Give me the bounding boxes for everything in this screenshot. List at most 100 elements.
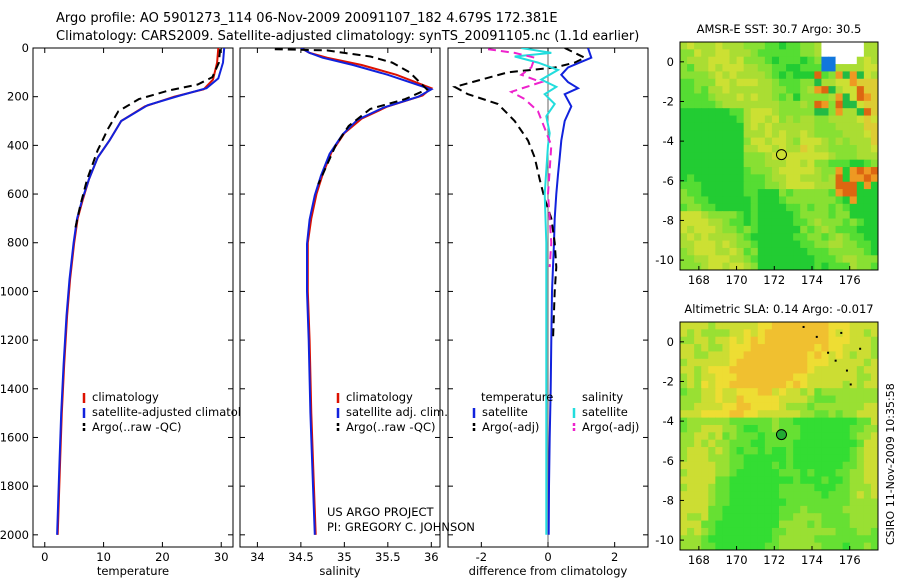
sst-map-cell (687, 167, 695, 175)
sla-map-cell (708, 527, 716, 536)
sla-map-cell (793, 513, 801, 522)
sst-map-cell (680, 78, 688, 87)
sst-map-cell (870, 211, 878, 220)
difference-xtick-label: 0 (544, 550, 551, 564)
sst-map-cell (680, 240, 688, 249)
sst-map-cell (807, 247, 815, 256)
sla-map-cell (786, 469, 794, 478)
sst-map-cell (835, 115, 844, 124)
sla-map-cell (715, 513, 724, 522)
sst-map-cell (722, 167, 731, 175)
sst-map-cell (680, 203, 688, 212)
sst-map-cell (828, 144, 837, 153)
sst-map-cell (821, 130, 830, 139)
sst-map-cell (729, 49, 738, 58)
sst-map-cell (687, 255, 695, 264)
sla-map-cell (835, 410, 844, 419)
sst-map-cell (687, 144, 695, 153)
sla-map-cell (736, 520, 745, 529)
sst-map-cell (757, 196, 766, 205)
sst-map-cell (856, 262, 865, 270)
sst-map-cell (715, 86, 724, 95)
sst-map-cell (771, 181, 780, 190)
sst-map-cell (821, 93, 830, 102)
temperature-xtick-label: 20 (155, 550, 170, 564)
sla-map-cell (736, 351, 745, 360)
sla-map-cell (779, 424, 787, 433)
sla-map-cell (807, 491, 815, 500)
sst-map-cell (835, 144, 844, 153)
sst-map-cell (715, 144, 724, 153)
sst-map-cell (694, 93, 702, 102)
sla-map-cell (870, 373, 878, 382)
sst-map-cell (863, 122, 872, 131)
sla-map-cell (779, 461, 787, 470)
sla-map-cell (835, 447, 844, 455)
sla-map-cell (835, 424, 844, 433)
sla-map-cell (807, 542, 815, 550)
temperature-ytick-label: 1800 (0, 479, 29, 493)
sla-map-cell (786, 476, 794, 485)
sst-map-cell (821, 122, 830, 131)
sst-map-cell (764, 211, 773, 220)
sst-map-cell (863, 137, 872, 146)
sla-map-cell (800, 505, 808, 514)
sst-map-cell (736, 211, 745, 220)
sst-map-cell (708, 115, 716, 124)
sla-map-cell (687, 535, 695, 544)
sla-map-cell (771, 527, 780, 536)
sla-map-cell (764, 513, 773, 522)
sla-map-cell (849, 454, 858, 463)
sst-map-cell (715, 181, 724, 190)
sla-map-cell (800, 395, 808, 404)
sst-map-cell (694, 137, 702, 146)
sst-map-cell (757, 167, 766, 175)
sst-map-cell (849, 247, 858, 256)
sla-map-cell (694, 329, 702, 338)
sla-map-cell (863, 454, 872, 463)
sst-map-cell (849, 100, 858, 109)
sla-map-cell (736, 322, 745, 330)
sst-map-cell (757, 93, 766, 102)
sst-map-cell (715, 152, 724, 161)
sla-map-cell (835, 439, 844, 448)
sst-map-cell (800, 115, 808, 124)
sla-map-cell (715, 351, 724, 360)
sst-map-cell (736, 49, 745, 58)
sla-map-cell (779, 344, 787, 353)
sst-map-cell (828, 115, 837, 124)
sla-map-cell (821, 535, 830, 544)
sla-map-cell (856, 380, 865, 389)
sla-map-cell (708, 513, 716, 522)
sla-map-cell (750, 402, 759, 411)
sst-map-cell (743, 93, 752, 102)
sst-map-cell (793, 49, 801, 58)
sst-map-cell (715, 42, 724, 50)
sla-map-cell (793, 395, 801, 404)
sst-map-cell (835, 247, 844, 256)
sst-map-cell (729, 130, 738, 139)
sla-map-cell (814, 432, 823, 441)
sla-map-cell (722, 351, 731, 360)
sst-map-cell (856, 115, 865, 124)
sla-map-cell (694, 491, 702, 500)
sla-map-cell (807, 454, 815, 463)
sla-map-cell (729, 417, 738, 426)
sla-map-cell (814, 417, 823, 426)
sla-map-cell (764, 505, 773, 514)
sla-map-cell (793, 410, 801, 419)
sst-map-cell (715, 122, 724, 131)
sst-map-cell (708, 189, 716, 198)
sst-map-cell (842, 189, 851, 198)
sst-map-cell (771, 56, 780, 65)
temperature-ytick-label: 2000 (0, 528, 29, 542)
difference-xtick-label: 2 (611, 550, 618, 564)
sla-map-cell (779, 395, 787, 404)
sla-map-cell (786, 344, 794, 353)
sla-map-cell (814, 388, 823, 397)
sst-map-cell (856, 181, 865, 190)
sla-map-cell (687, 447, 695, 455)
sla-map-cell (701, 447, 709, 455)
sla-map-cell (807, 388, 815, 397)
sla-map-cell (771, 447, 780, 455)
